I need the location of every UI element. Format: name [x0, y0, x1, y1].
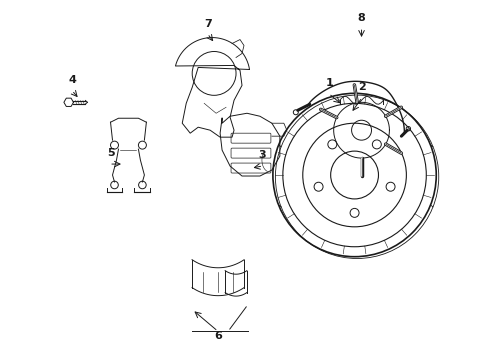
Text: 3: 3: [258, 150, 265, 160]
Text: 1: 1: [325, 78, 333, 88]
Text: 6: 6: [214, 331, 222, 341]
Text: 4: 4: [69, 75, 77, 85]
Text: 2: 2: [357, 82, 365, 92]
Text: 8: 8: [357, 13, 365, 23]
Text: 5: 5: [106, 148, 114, 158]
Text: 7: 7: [204, 19, 212, 28]
